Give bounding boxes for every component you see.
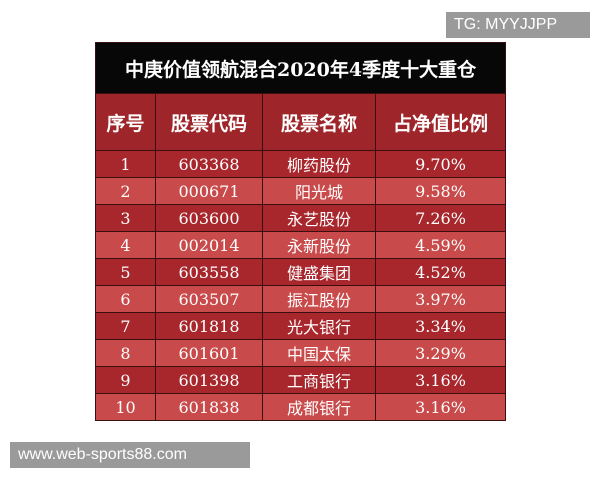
table-cell: 601838 bbox=[155, 393, 263, 421]
table-cell: 603600 bbox=[155, 204, 263, 232]
title-row: 中庚价值领航混合2020年4季度十大重仓 bbox=[94, 42, 507, 94]
table-cell: 柳药股份 bbox=[262, 150, 376, 178]
table-cell: 健盛集团 bbox=[262, 258, 376, 286]
table-cell: 工商银行 bbox=[262, 366, 376, 394]
table-row: 5 603558 健盛集团 4.52% bbox=[95, 258, 507, 286]
table-cell: 3.34% bbox=[374, 312, 507, 340]
column-header: 占净值比例 bbox=[374, 93, 507, 151]
table-row: 7 601818 光大银行 3.34% bbox=[95, 312, 507, 340]
holdings-table: 中庚价值领航混合2020年4季度十大重仓 序号 股票代码 股票名称 占净值比例 1 60… bbox=[94, 42, 507, 421]
table-cell: 601398 bbox=[155, 366, 263, 394]
column-header: 股票名称 bbox=[262, 93, 376, 151]
table-cell: 603507 bbox=[155, 285, 263, 313]
table-cell: 9 bbox=[95, 366, 156, 394]
table-cell: 9.58% bbox=[374, 177, 507, 205]
table-row: 2 000671 阳光城 9.58% bbox=[95, 177, 507, 205]
table-cell: 成都银行 bbox=[262, 393, 376, 421]
table-row: 6 603507 振江股份 3.97% bbox=[95, 285, 507, 313]
table-cell: 光大银行 bbox=[262, 312, 376, 340]
table-cell: 4.52% bbox=[374, 258, 507, 286]
table-row: 9 601398 工商银行 3.16% bbox=[95, 366, 507, 394]
table-body: 1 603368 柳药股份 9.70% 2 000671 阳光城 9.58% 3 603600 永艺… bbox=[95, 150, 507, 421]
table-cell: 1 bbox=[95, 150, 156, 178]
column-header: 序号 bbox=[95, 93, 156, 151]
table-cell: 3 bbox=[95, 204, 156, 232]
watermark: www.web-sports88.com bbox=[10, 442, 250, 468]
table-cell: 振江股份 bbox=[262, 285, 376, 313]
column-header: 股票代码 bbox=[155, 93, 263, 151]
table-cell: 10 bbox=[95, 393, 156, 421]
table-cell: 3.16% bbox=[374, 393, 507, 421]
table-cell: 阳光城 bbox=[262, 177, 376, 205]
table-cell: 2 bbox=[95, 177, 156, 205]
table-row: 10 601838 成都银行 3.16% bbox=[95, 393, 507, 421]
table-cell: 4.59% bbox=[374, 231, 507, 259]
table-cell: 3.29% bbox=[374, 339, 507, 367]
table-cell: 603368 bbox=[155, 150, 263, 178]
table-row: 1 603368 柳药股份 9.70% bbox=[95, 150, 507, 178]
table-cell: 永新股份 bbox=[262, 231, 376, 259]
table-title: 中庚价值领航混合2020年4季度十大重仓 bbox=[94, 42, 507, 94]
table-cell: 601818 bbox=[155, 312, 263, 340]
table-cell: 601601 bbox=[155, 339, 263, 367]
header-row: 序号 股票代码 股票名称 占净值比例 bbox=[95, 93, 507, 151]
table-cell: 8 bbox=[95, 339, 156, 367]
table-cell: 603558 bbox=[155, 258, 263, 286]
table-cell: 000671 bbox=[155, 177, 263, 205]
table-row: 4 002014 永新股份 4.59% bbox=[95, 231, 507, 259]
table-cell: 6 bbox=[95, 285, 156, 313]
table-cell: 3.16% bbox=[374, 366, 507, 394]
table-row: 8 601601 中国太保 3.29% bbox=[95, 339, 507, 367]
table-cell: 002014 bbox=[155, 231, 263, 259]
table-cell: 9.70% bbox=[374, 150, 507, 178]
table-head: 中庚价值领航混合2020年4季度十大重仓 序号 股票代码 股票名称 占净值比例 bbox=[94, 42, 507, 151]
table-cell: 3.97% bbox=[374, 285, 507, 313]
table-cell: 永艺股份 bbox=[262, 204, 376, 232]
watermark: TG: MYYJJPP bbox=[446, 12, 590, 38]
table-cell: 中国太保 bbox=[262, 339, 376, 367]
table-cell: 5 bbox=[95, 258, 156, 286]
table-cell: 7 bbox=[95, 312, 156, 340]
table-cell: 7.26% bbox=[374, 204, 507, 232]
table-cell: 4 bbox=[95, 231, 156, 259]
table-row: 3 603600 永艺股份 7.26% bbox=[95, 204, 507, 232]
